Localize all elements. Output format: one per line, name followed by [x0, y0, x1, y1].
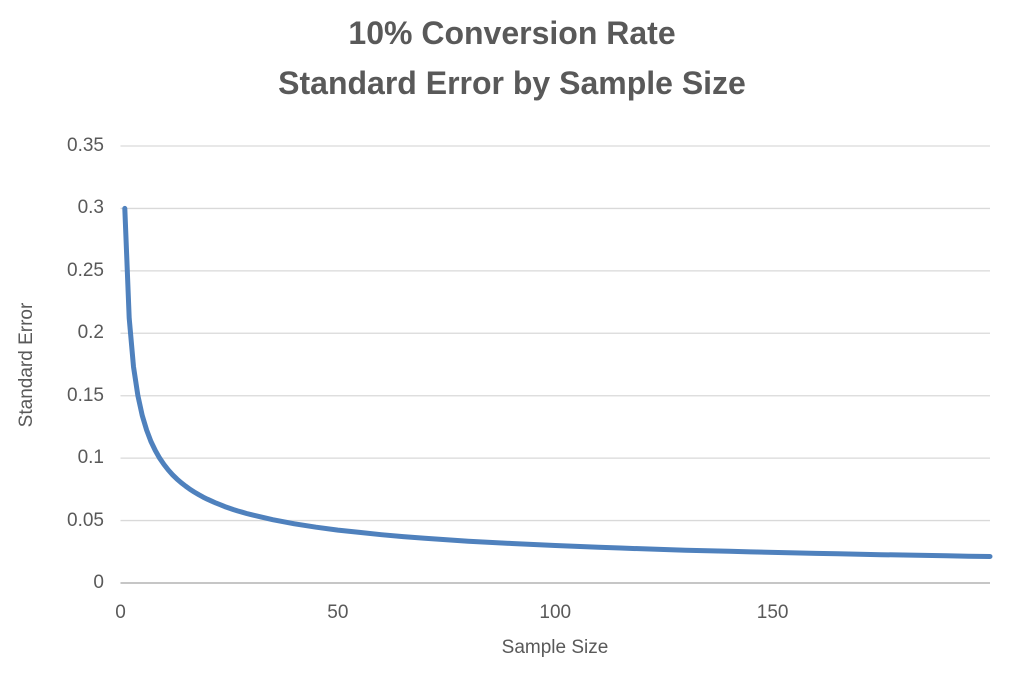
y-tick-label: 0.3: [77, 197, 104, 219]
y-tick-label: 0.15: [67, 384, 104, 406]
y-tick-label: 0.05: [67, 509, 104, 531]
x-tick-label: 0: [115, 602, 126, 623]
y-tick-label: 0.25: [67, 259, 104, 281]
chart-title-line2: Standard Error by Sample Size: [278, 65, 746, 101]
x-axis-title: Sample Size: [501, 637, 609, 658]
y-tick-label: 0.2: [77, 322, 104, 344]
series-line: [122, 205, 993, 559]
y-axis-title: Standard Error: [16, 302, 37, 428]
y-tick-label: 0: [93, 572, 104, 593]
y-tick-label: 0.1: [77, 447, 104, 469]
chart-title: 10% Conversion Rate Standard Error by Sa…: [0, 8, 1024, 108]
x-tick-label: 100: [539, 602, 572, 623]
chart-title-line1: 10% Conversion Rate: [348, 15, 676, 51]
x-tick-label: 150: [756, 602, 789, 623]
x-tick-label: 50: [327, 602, 349, 623]
y-tick-label: 0.35: [67, 135, 104, 156]
